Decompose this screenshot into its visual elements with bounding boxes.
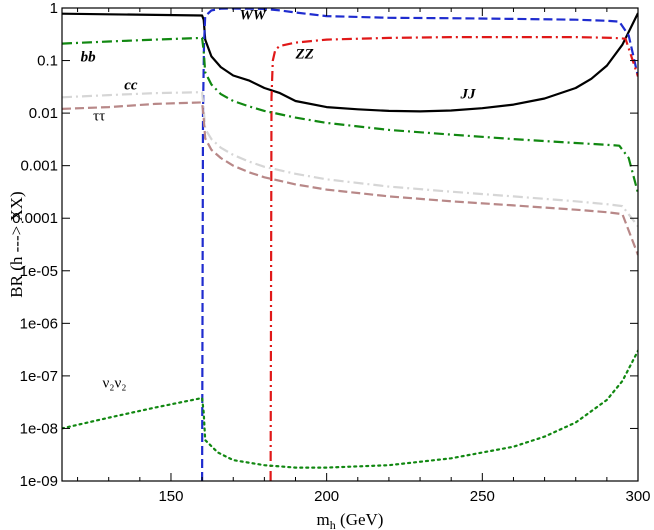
x-tick-label: 150 — [158, 488, 183, 505]
series-cc-line — [62, 91, 638, 228]
series-label-nunu: ν₂ν₂ — [102, 376, 126, 392]
x-tick-label: 300 — [625, 488, 650, 505]
series-tautau-line — [62, 101, 638, 256]
series-label-jj: JJ — [460, 86, 477, 102]
y-tick-label: 1e-07 — [20, 368, 58, 385]
series-layer — [62, 8, 638, 481]
x-axis-title-subscript: h — [330, 518, 336, 530]
y-tick-label: 1e-06 — [20, 315, 58, 332]
y-tick-label: 1 — [50, 0, 58, 17]
y-tick-label: 0.0001 — [12, 210, 58, 227]
series-ww-line — [201, 8, 638, 481]
x-tick-label: 200 — [314, 488, 339, 505]
series-label-bb: bb — [81, 50, 97, 66]
series-labels: WW ZZ JJ bb cc ττ ν₂ν₂ — [81, 8, 476, 392]
y-tick-label: 0.01 — [29, 105, 58, 122]
y-axis-title: BR (h ---> XX) — [7, 191, 26, 297]
series-zz-line — [269, 36, 638, 481]
plot-frame — [61, 7, 639, 482]
y-tick-label: 1e-05 — [20, 263, 58, 280]
x-tick-label: 250 — [470, 488, 495, 505]
series-label-ww: WW — [239, 8, 267, 24]
y-tick-label: 0.1 — [37, 53, 58, 70]
x-axis-title-main: m — [317, 510, 330, 529]
x-axis-title: mh (GeV) — [317, 510, 384, 530]
y-tick-label: 1e-09 — [20, 473, 58, 490]
y-tick-label: 0.001 — [20, 158, 58, 175]
series-label-cc: cc — [124, 78, 138, 94]
series-bb-line — [62, 36, 638, 194]
axis-ticks: 150 200 250 300 1 0.1 0.01 0.001 0.0001 1e-05 1e-0… — [12, 0, 650, 505]
series-jj-line — [62, 12, 638, 113]
series-nunu-line — [62, 349, 638, 469]
y-tick-label: 1e-08 — [20, 420, 58, 437]
series-label-zz: ZZ — [295, 46, 314, 62]
x-axis-title-unit: (GeV) — [336, 510, 384, 529]
series-label-tautau: ττ — [93, 108, 105, 124]
